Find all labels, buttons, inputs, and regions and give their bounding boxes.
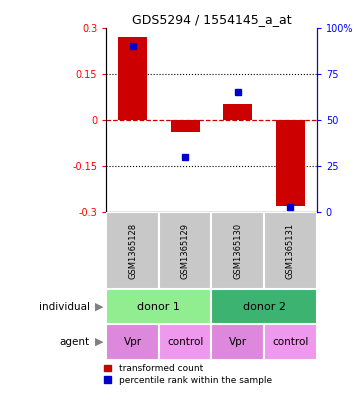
Bar: [211, 324, 264, 360]
Bar: [106, 212, 159, 289]
Bar: [264, 324, 317, 360]
Text: agent: agent: [60, 337, 90, 347]
Bar: [211, 289, 317, 324]
Bar: [118, 37, 147, 120]
Text: GSM1365129: GSM1365129: [181, 222, 190, 279]
Text: donor 1: donor 1: [138, 301, 180, 312]
Text: GSM1365128: GSM1365128: [128, 222, 137, 279]
Bar: [264, 212, 317, 289]
Bar: [211, 212, 264, 289]
Text: GSM1365131: GSM1365131: [286, 222, 295, 279]
Text: Vpr: Vpr: [229, 337, 247, 347]
Text: GSM1365130: GSM1365130: [233, 222, 242, 279]
Bar: [106, 289, 211, 324]
Text: ▶: ▶: [95, 337, 104, 347]
Bar: [223, 105, 252, 120]
Bar: [106, 324, 159, 360]
Legend: transformed count, percentile rank within the sample: transformed count, percentile rank withi…: [104, 364, 272, 385]
Title: GDS5294 / 1554145_a_at: GDS5294 / 1554145_a_at: [132, 13, 291, 26]
Bar: [276, 120, 305, 206]
Text: individual: individual: [39, 301, 90, 312]
Text: Vpr: Vpr: [123, 337, 141, 347]
Text: donor 2: donor 2: [243, 301, 285, 312]
Bar: [171, 120, 200, 132]
Bar: [159, 324, 211, 360]
Text: control: control: [167, 337, 203, 347]
Text: control: control: [272, 337, 309, 347]
Bar: [159, 212, 211, 289]
Text: ▶: ▶: [95, 301, 104, 312]
